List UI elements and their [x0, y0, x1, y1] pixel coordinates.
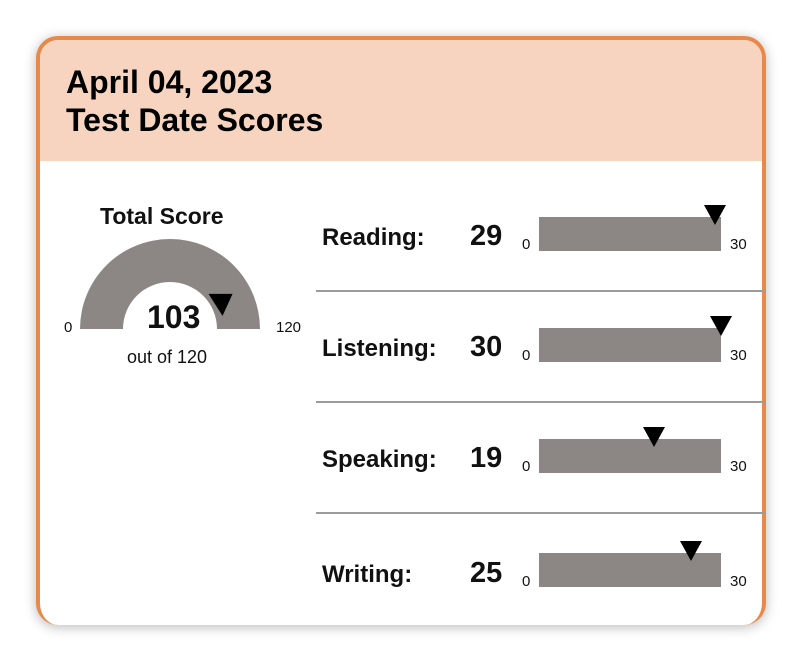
- score-marker: [643, 427, 666, 447]
- score-scale-bar: [539, 217, 721, 251]
- scale-max-label: 30: [730, 458, 747, 475]
- card-header: April 04, 2023 Test Date Scores: [40, 40, 762, 161]
- section-divider: [316, 512, 766, 514]
- section-label: Writing:: [322, 561, 413, 588]
- section-divider: [316, 290, 766, 292]
- score-scale-bar: [539, 439, 721, 473]
- scale-max-label: 30: [730, 236, 747, 253]
- scale-min-label: 0: [522, 573, 531, 590]
- section-row-listening: Listening: 30 0 30: [0, 293, 804, 404]
- section-label: Speaking:: [322, 446, 437, 473]
- scale-min-label: 0: [522, 236, 531, 253]
- section-row-reading: Reading: 29 0 30: [0, 182, 804, 293]
- test-date: April 04, 2023: [66, 64, 273, 100]
- section-score: 30: [470, 331, 503, 363]
- score-scale-bar: [539, 328, 721, 362]
- scale-max-label: 30: [730, 573, 747, 590]
- section-score: 19: [470, 442, 503, 474]
- section-row-speaking: Speaking: 19 0 30: [0, 404, 804, 515]
- card-title: Test Date Scores: [66, 102, 324, 138]
- total-score-value: 103: [147, 299, 201, 335]
- section-score: 25: [470, 557, 503, 589]
- score-marker: [710, 316, 732, 336]
- section-label: Listening:: [322, 335, 437, 362]
- scale-min-label: 0: [522, 458, 531, 475]
- total-score-out-of: out of 120: [127, 347, 208, 367]
- gauge-max-label: 120: [276, 319, 302, 336]
- gauge-arc: [80, 239, 260, 329]
- score-marker: [703, 205, 726, 225]
- gauge-marker: [208, 293, 233, 316]
- section-divider: [316, 401, 766, 403]
- section-label: Reading:: [322, 224, 425, 251]
- section-row-writing: Writing: 25 0 30: [0, 516, 804, 627]
- gauge-min-label: 0: [64, 319, 73, 336]
- total-score-title: Total Score: [100, 203, 224, 229]
- score-marker: [679, 541, 702, 561]
- total-score-gauge: [80, 239, 260, 329]
- scale-max-label: 30: [730, 347, 747, 364]
- scale-min-label: 0: [522, 347, 531, 364]
- section-score: 29: [470, 220, 503, 252]
